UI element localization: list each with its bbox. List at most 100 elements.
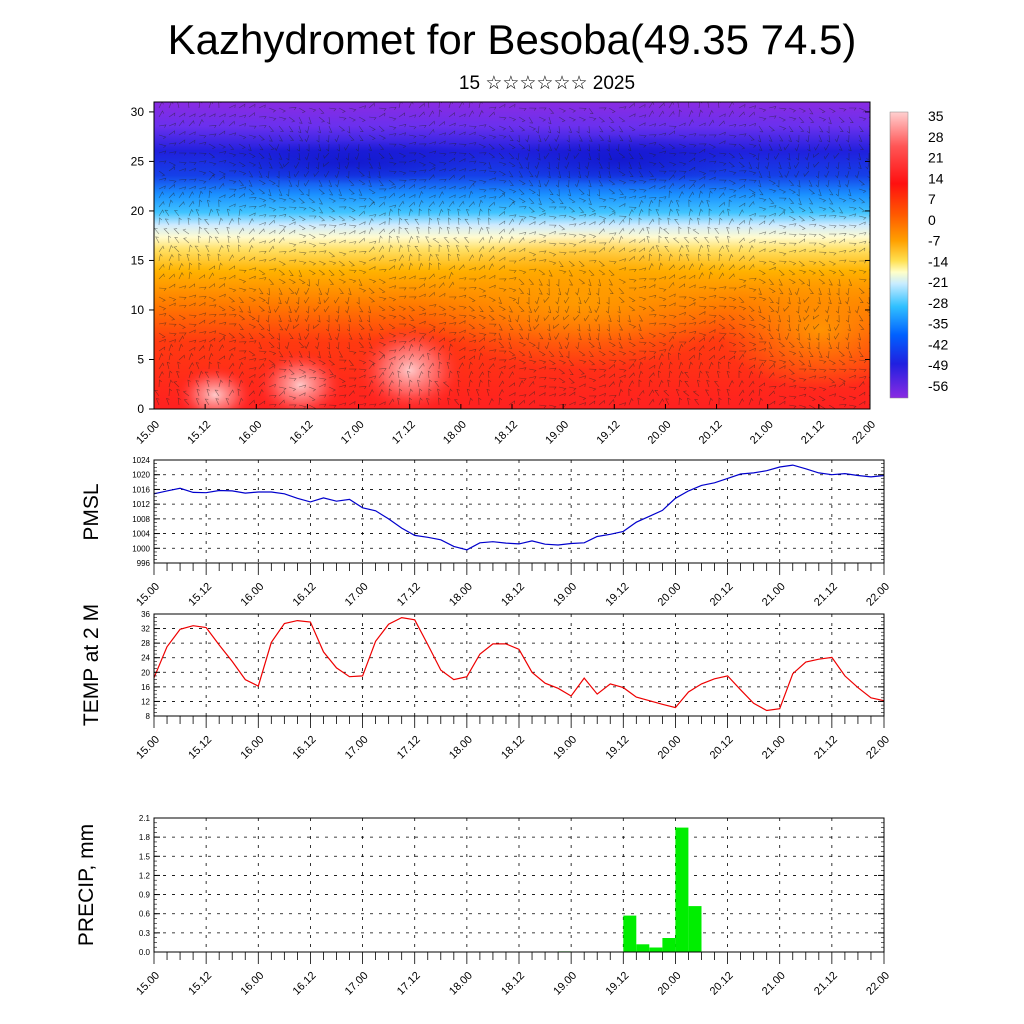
- y-tick-label: 15: [131, 253, 145, 267]
- wind-barb: [488, 397, 494, 406]
- wind-barb: [608, 269, 615, 276]
- wind-barb: [638, 179, 647, 184]
- wind-barb: [538, 259, 547, 263]
- wind-barb: [338, 359, 347, 363]
- wind-barb: [288, 377, 297, 382]
- wind-barb: [564, 152, 570, 161]
- wind-barb: [348, 384, 357, 388]
- wind-barb: [256, 314, 260, 323]
- wind-barb: [828, 359, 836, 365]
- wind-barb: [294, 161, 300, 169]
- wind-barb: [378, 314, 387, 320]
- wind-barb: [803, 314, 810, 321]
- wind-barb: [338, 287, 344, 294]
- wind-barb: [358, 125, 364, 132]
- precip-bar: [636, 944, 650, 952]
- wind-barb: [368, 375, 377, 379]
- wind-barb: [158, 191, 164, 199]
- wind-barb: [238, 314, 246, 321]
- wind-barb: [758, 269, 766, 275]
- wind-barb: [388, 371, 395, 379]
- wind-barb: [738, 143, 746, 150]
- wind-barb: [858, 206, 866, 213]
- wind-barb: [684, 381, 690, 388]
- wind-barb: [428, 128, 435, 136]
- wind-barb: [648, 398, 655, 406]
- wind-barb: [858, 296, 864, 303]
- wind-barb: [828, 188, 834, 196]
- wind-barb: [308, 197, 316, 204]
- wind-barb: [538, 332, 544, 340]
- wind-barb: [338, 251, 347, 257]
- wind-barb: [338, 269, 345, 276]
- x-tick-label: 19.12: [594, 419, 622, 447]
- wind-barb: [708, 346, 715, 352]
- wind-barb: [848, 395, 857, 401]
- wind-barb: [596, 188, 601, 197]
- wind-barb: [858, 247, 866, 253]
- wind-barb: [168, 262, 173, 271]
- wind-barb: [628, 125, 636, 132]
- wind-barb: [768, 390, 775, 397]
- wind-barb: [468, 370, 474, 379]
- wind-barb: [508, 125, 515, 132]
- wind-barb: [448, 281, 455, 289]
- wind-barb: [498, 193, 505, 199]
- wind-barb: [607, 134, 611, 143]
- wind-barb: [778, 350, 786, 357]
- wind-barb: [688, 314, 696, 320]
- wind-barb: [688, 179, 697, 184]
- wind-barb: [858, 400, 866, 406]
- wind-barb: [858, 221, 866, 226]
- wind-barb: [518, 247, 526, 253]
- wind-barb: [478, 226, 484, 235]
- wind-barb: [648, 341, 656, 347]
- wind-barb: [677, 352, 682, 361]
- wind-barb: [728, 264, 735, 271]
- wind-barb: [738, 323, 747, 329]
- x-tick-label: 16.00: [238, 734, 266, 762]
- wind-barb: [168, 130, 175, 136]
- wind-barb: [508, 143, 516, 150]
- wind-barb: [298, 384, 307, 389]
- wind-barb: [367, 332, 372, 341]
- wind-barb: [228, 389, 235, 397]
- wind-barb: [168, 296, 177, 302]
- wind-barb: [398, 345, 405, 352]
- wind-barb: [816, 341, 820, 350]
- precip-bar: [688, 906, 702, 952]
- wind-barb: [478, 337, 485, 343]
- wind-barb: [198, 319, 206, 325]
- wind-barb: [498, 380, 505, 388]
- wind-barb: [797, 296, 801, 305]
- wind-barb: [414, 218, 420, 226]
- wind-barb: [818, 233, 826, 239]
- wind-barb: [728, 179, 736, 185]
- wind-barb: [248, 340, 257, 344]
- wind-barb: [578, 383, 586, 388]
- wind-barb: [348, 116, 356, 122]
- wind-barb: [198, 170, 207, 175]
- wind-barb: [228, 188, 237, 192]
- wind-barb: [455, 245, 460, 253]
- wind-barb: [718, 314, 726, 321]
- wind-barb: [563, 314, 570, 321]
- wind-barb: [738, 161, 745, 168]
- wind-barb: [398, 208, 402, 217]
- wind-barb: [858, 161, 862, 170]
- x-tick-label: 15.00: [134, 581, 162, 609]
- wind-barb: [858, 179, 865, 186]
- wind-barb: [768, 363, 775, 370]
- wind-barb: [398, 323, 407, 327]
- wind-barb: [658, 122, 666, 127]
- wind-barb: [188, 208, 194, 217]
- wind-barb: [198, 370, 204, 379]
- wind-barb: [678, 161, 687, 167]
- x-tick-label: 19.12: [603, 734, 631, 762]
- wind-barb: [498, 134, 507, 139]
- wind-barb: [688, 284, 696, 289]
- wind-barb: [168, 161, 176, 167]
- wind-barb: [458, 355, 466, 361]
- wind-barb: [538, 269, 546, 276]
- wind-barb: [538, 250, 547, 254]
